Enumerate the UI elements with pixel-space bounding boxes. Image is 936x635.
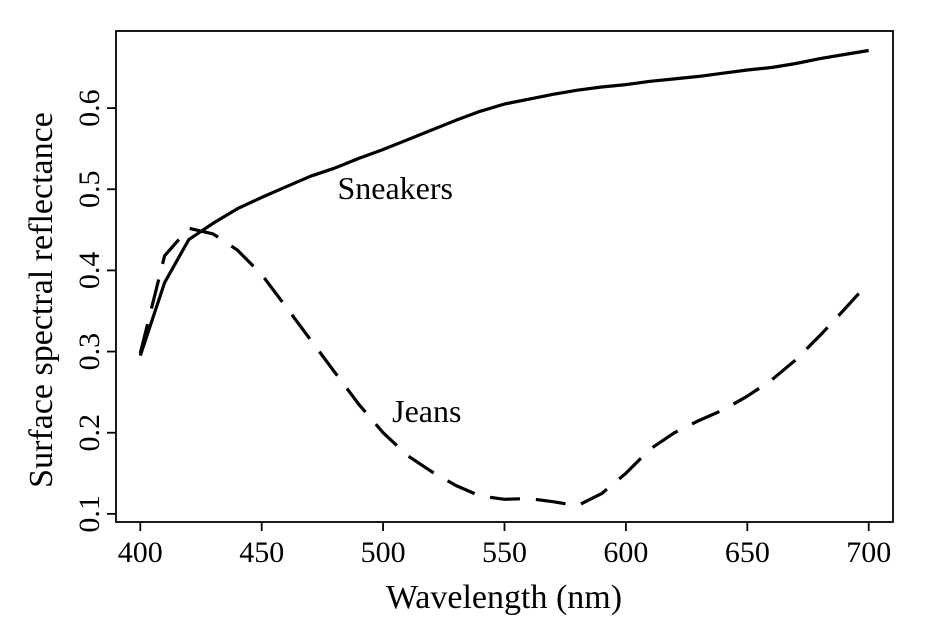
x-tick-label: 500 xyxy=(361,536,406,569)
x-tick-label: 650 xyxy=(725,536,770,569)
y-tick-label: 0.4 xyxy=(73,252,106,290)
y-tick-label: 0.1 xyxy=(73,495,106,533)
y-tick-label: 0.5 xyxy=(73,171,106,209)
y-axis-label: Surface spectral reflectance xyxy=(23,112,60,488)
annotation-sneakers: Sneakers xyxy=(337,170,453,206)
y-axis-ticks: 0.1 0.2 0.3 0.4 0.5 0.6 xyxy=(73,89,116,533)
x-axis-ticks: 400 450 500 550 600 650 700 xyxy=(118,522,891,569)
x-tick-label: 700 xyxy=(846,536,891,569)
y-tick-label: 0.3 xyxy=(73,333,106,371)
series-layer xyxy=(138,48,870,508)
annotation-layer: Sneakers Jeans xyxy=(337,170,461,429)
series-line-jeans xyxy=(138,226,870,508)
series-line-sneakers xyxy=(138,48,869,357)
x-tick-label: 450 xyxy=(239,536,284,569)
y-tick-label: 0.2 xyxy=(73,414,106,452)
x-axis-label: Wavelength (nm) xyxy=(386,579,622,616)
x-tick-label: 400 xyxy=(118,536,163,569)
annotation-jeans: Jeans xyxy=(392,393,461,429)
y-tick-label: 0.6 xyxy=(73,89,106,127)
x-tick-label: 600 xyxy=(603,536,648,569)
x-tick-label: 550 xyxy=(482,536,527,569)
